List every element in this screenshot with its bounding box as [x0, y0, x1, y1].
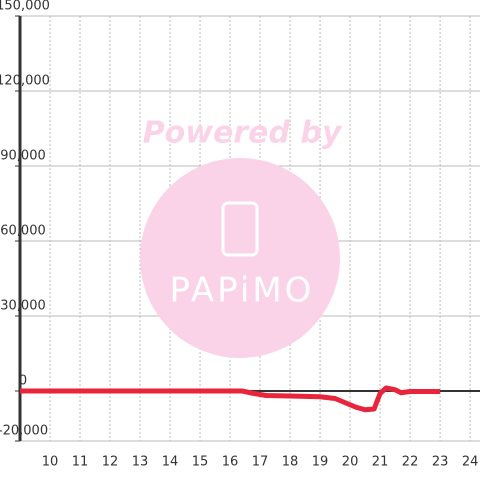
x-tick-label: 15 — [192, 455, 209, 470]
y-tick-label: 0 — [19, 374, 27, 389]
watermark-icon — [221, 201, 259, 257]
x-tick-label: 18 — [282, 455, 299, 470]
y-tick-label: 150,000 — [0, 0, 50, 14]
x-tick-label: 11 — [72, 455, 89, 470]
x-tick-label: 22 — [402, 455, 419, 470]
x-tick-label: 23 — [432, 455, 449, 470]
watermark-logo: PAPiMO — [170, 271, 315, 311]
watermark-circle — [140, 158, 340, 358]
x-tick-label: 14 — [162, 455, 179, 470]
x-tick-label: 19 — [312, 455, 329, 470]
x-tick-label: 16 — [222, 455, 239, 470]
watermark-text: Powered by — [143, 116, 343, 151]
x-tick-label: 13 — [132, 455, 149, 470]
y-tick-label: 30,000 — [0, 299, 46, 314]
y-tick-label: 90,000 — [0, 149, 46, 164]
x-tick-label: 20 — [342, 455, 359, 470]
watermark: Powered by PAPiMO — [140, 116, 343, 358]
y-tick-label: 120,000 — [0, 74, 50, 89]
x-tick-label: 12 — [102, 455, 119, 470]
y-tick-label: 60,000 — [0, 224, 46, 239]
x-tick-label: 10 — [42, 455, 59, 470]
y-tick-label: -20,000 — [0, 424, 48, 439]
x-tick-label: 17 — [252, 455, 269, 470]
x-tick-label: 24 — [462, 455, 479, 470]
data-line — [20, 385, 441, 413]
x-tick-label: 21 — [372, 455, 389, 470]
